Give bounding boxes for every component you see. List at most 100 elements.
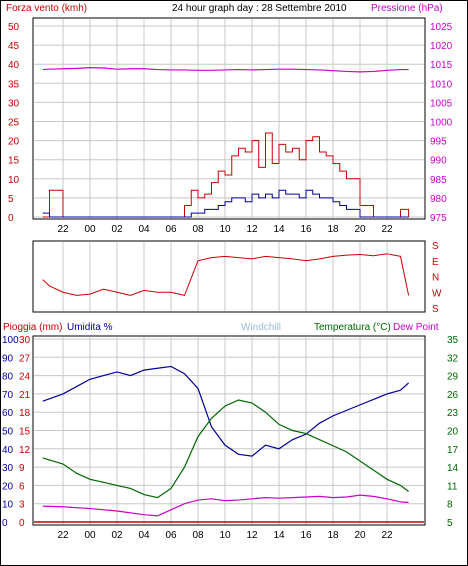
wind-x-tick-label: 10 (219, 224, 231, 235)
temperature-y-tick-label: 17 (447, 445, 459, 456)
temperature-x-tick-label: 02 (111, 530, 123, 541)
temperature-x-tick-label: 20 (354, 530, 366, 541)
temperature-x-tick-label: 16 (300, 530, 312, 541)
temperature-y-tick-label: 23 (447, 408, 459, 419)
rain-y-tick-label: 30 (19, 335, 31, 346)
temperature-x-tick-label: 10 (219, 530, 231, 541)
direction-y-tick-label: S (432, 304, 439, 315)
pressure-y-tick-label: 1005 (430, 98, 453, 109)
temperature-line (42, 399, 409, 499)
wind-x-tick-label: 22 (381, 224, 393, 235)
wind-direction-line (42, 253, 410, 296)
pressure-y-tick-label: 1000 (430, 118, 453, 129)
humidity-y-tick-label: 10 (2, 500, 14, 511)
rain-y-tick-label: 24 (19, 372, 31, 383)
windchill-legend: Windchill (241, 322, 281, 333)
wind-y-tick-label: 20 (8, 137, 20, 148)
temperature-y-tick-label: 35 (447, 335, 459, 346)
temperature-y-tick-label: 29 (447, 372, 459, 383)
pressure-y-tick-label: 975 (430, 213, 447, 224)
pressure-y-tick-label: 1010 (430, 79, 453, 90)
rain-y-tick-label: 15 (19, 427, 31, 438)
wind-x-tick-label: 06 (165, 224, 177, 235)
humidity-y-tick-label: 0 (2, 518, 8, 529)
rain-y-tick-label: 27 (19, 353, 31, 364)
rain-y-tick-label: 6 (19, 481, 25, 492)
pressure-y-tick-label: 995 (430, 137, 447, 148)
pressure-y-tick-label: 1015 (430, 60, 453, 71)
dewpoint-line (42, 494, 409, 517)
temperature-y-tick-label: 11 (447, 481, 458, 492)
temperature-x-tick-label: 22 (381, 530, 393, 541)
humidity-y-tick-label: 80 (2, 372, 14, 383)
pressure-y-tick-label: 985 (430, 175, 447, 186)
humidity-y-tick-label: 20 (2, 481, 14, 492)
humidity-line (42, 365, 410, 457)
temperature-y-tick-label: 8 (447, 500, 453, 511)
temperature-x-tick-label: 08 (192, 530, 204, 541)
rain-y-tick-label: 3 (19, 500, 25, 511)
rain-y-tick-label: 0 (19, 518, 25, 529)
wind-gust-line (42, 132, 410, 218)
wind-x-tick-label: 16 (300, 224, 312, 235)
pressure-line (42, 67, 409, 73)
direction-panel (32, 240, 426, 313)
temperature-x-tick-label: 22 (57, 530, 69, 541)
temperature-x-tick-label: 18 (327, 530, 339, 541)
humidity-y-tick-label: 30 (2, 463, 14, 474)
rain-y-tick-label: 9 (19, 463, 25, 474)
temperature-y-tick-label: 14 (447, 463, 459, 474)
direction-y-tick-label: W (432, 288, 442, 299)
wind-x-tick-label: 20 (354, 224, 366, 235)
wind-y-tick-label: 5 (8, 194, 14, 205)
wind-axis-title: Forza vento (kmh) (6, 3, 87, 14)
temperature-x-tick-label: 06 (165, 530, 177, 541)
humidity-y-tick-label: 90 (2, 353, 14, 364)
wind-y-tick-label: 15 (8, 156, 20, 167)
temperature-x-tick-label: 14 (273, 530, 285, 541)
wind-y-tick-label: 0 (8, 213, 14, 224)
rain-y-tick-label: 12 (19, 445, 31, 456)
pressure-y-tick-label: 1025 (430, 22, 453, 33)
humidity-y-tick-label: 50 (2, 427, 14, 438)
wind-average-line (42, 189, 409, 218)
wind-x-tick-label: 02 (111, 224, 123, 235)
wind-x-tick-label: 18 (327, 224, 339, 235)
humidity-y-tick-label: 70 (2, 390, 14, 401)
pressure-y-tick-label: 980 (430, 194, 447, 205)
wind-y-tick-label: 10 (8, 175, 20, 186)
direction-y-tick-label: N (432, 273, 439, 284)
rain-y-tick-label: 18 (19, 408, 31, 419)
temperature-x-tick-label: 04 (138, 530, 150, 541)
wind-x-tick-label: 00 (84, 224, 96, 235)
wind-x-tick-label: 14 (273, 224, 285, 235)
humidity-y-tick-label: 100 (2, 335, 19, 346)
temperature-y-tick-label: 20 (447, 427, 459, 438)
dewpoint-legend: Dew Point (393, 322, 439, 333)
temperature-x-tick-label: 00 (84, 530, 96, 541)
pressure-axis-title: Pressione (hPa) (371, 3, 443, 14)
temperature-panel (32, 335, 426, 526)
wind-y-tick-label: 35 (8, 79, 20, 90)
wind-x-tick-label: 12 (246, 224, 258, 235)
wind-x-tick-label: 04 (138, 224, 150, 235)
pressure-y-tick-label: 990 (430, 156, 447, 167)
humidity-y-tick-label: 40 (2, 445, 14, 456)
humidity-axis-title: Umidita % (67, 322, 113, 333)
temperature-x-tick-label: 12 (246, 530, 258, 541)
wind-y-tick-label: 40 (8, 60, 20, 71)
wind-y-tick-label: 30 (8, 98, 20, 109)
temperature-y-tick-label: 32 (447, 353, 459, 364)
wind-y-tick-label: 25 (8, 118, 20, 129)
temperature-y-tick-label: 5 (447, 518, 453, 529)
wind-x-tick-label: 08 (192, 224, 204, 235)
temperature-y-tick-label: 26 (447, 390, 459, 401)
direction-y-tick-label: E (432, 257, 439, 268)
wind-x-tick-label: 22 (57, 224, 69, 235)
rain-axis-title: Pioggia (mm) (3, 322, 62, 333)
direction-y-tick-label: S (432, 241, 439, 252)
humidity-y-tick-label: 60 (2, 408, 14, 419)
wind-y-tick-label: 45 (8, 41, 20, 52)
